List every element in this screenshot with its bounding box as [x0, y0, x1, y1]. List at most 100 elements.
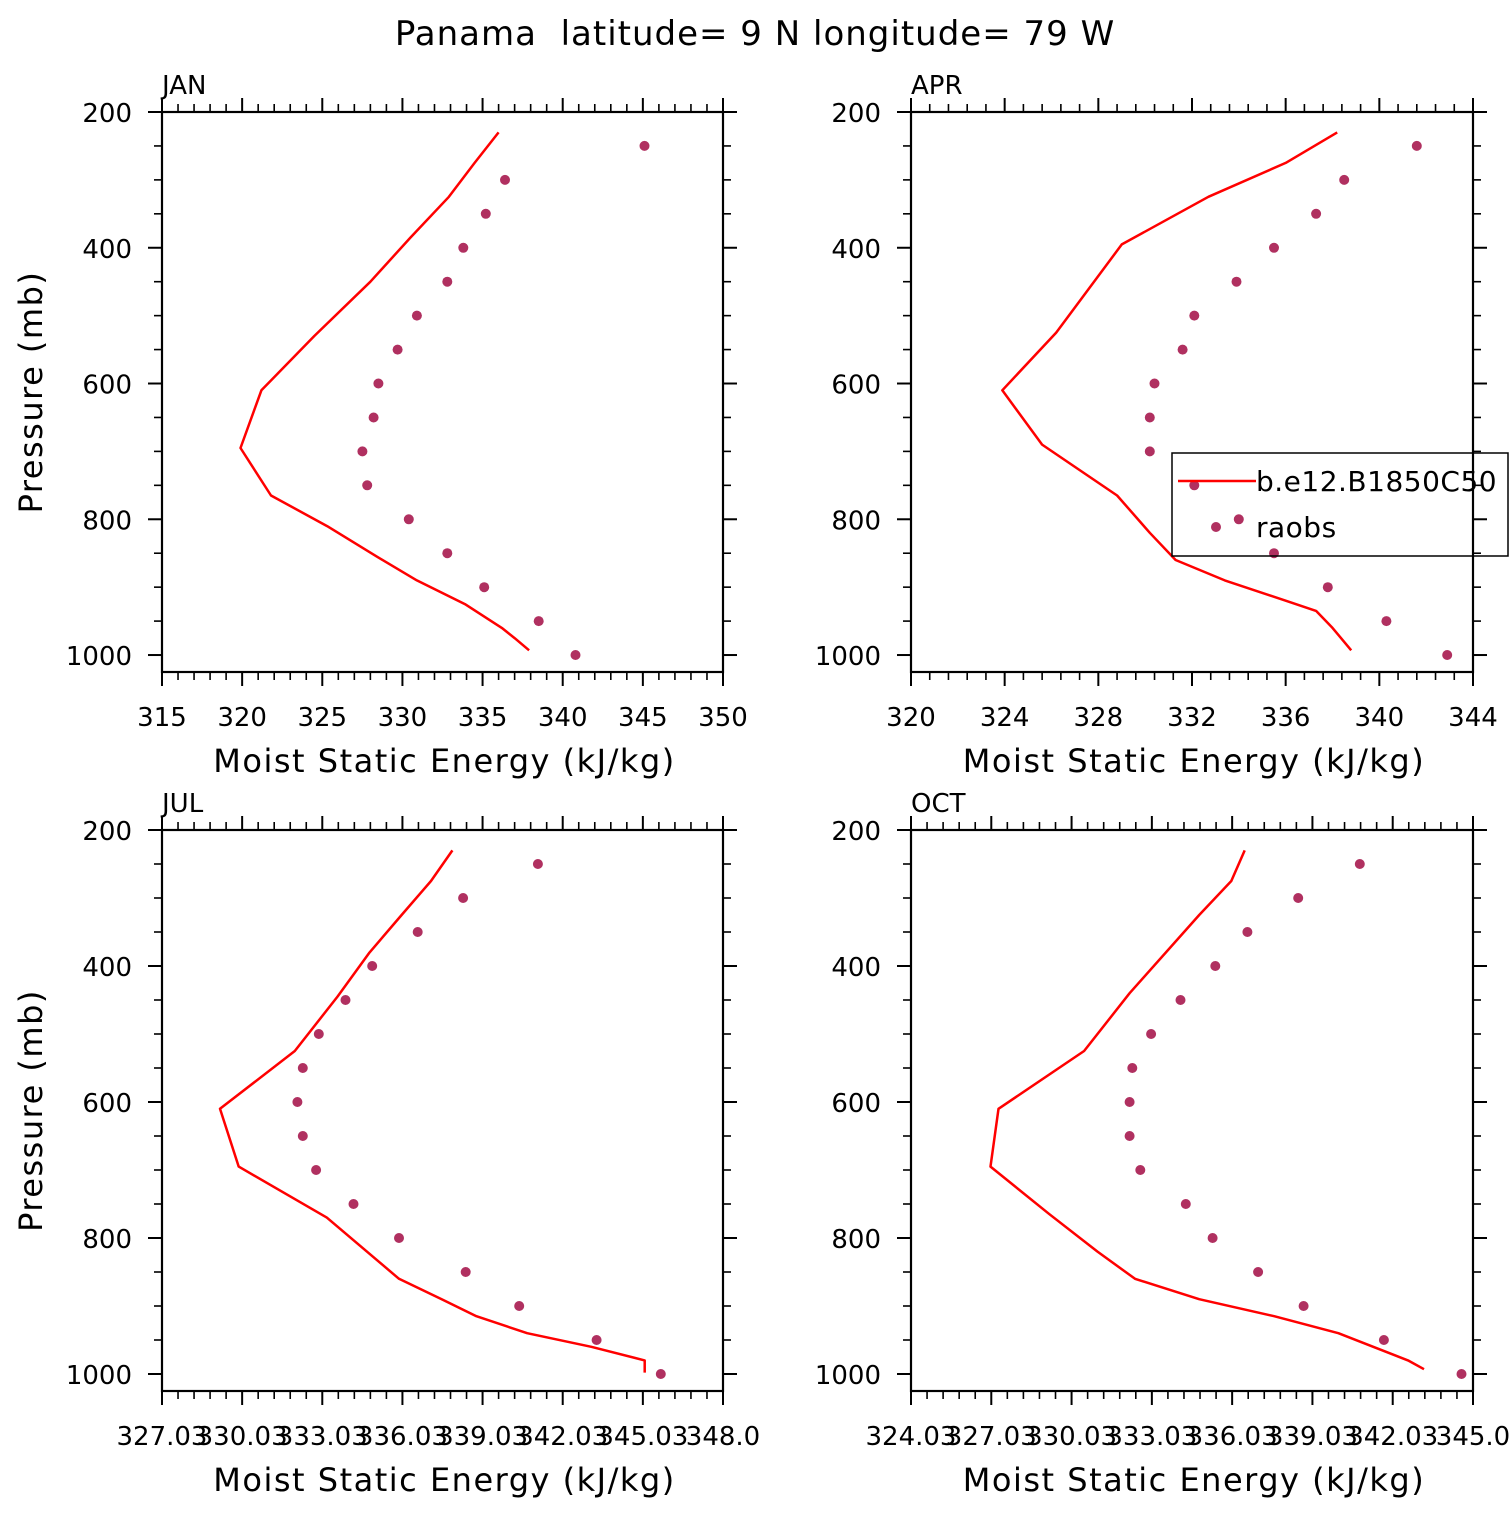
obs-point [1381, 616, 1392, 627]
obs-point [1442, 650, 1453, 660]
x-tick-label: 335 [458, 703, 508, 733]
obs-point [514, 1301, 525, 1311]
x-tick-label: 327.03 [117, 1422, 208, 1452]
x-axis-label: Moist Static Energy (kJ/kg) [963, 1461, 1425, 1499]
x-tick-label: 344 [1448, 703, 1498, 733]
obs-point [297, 1063, 308, 1073]
model-line [1001, 131, 1353, 652]
obs-point [1411, 140, 1422, 151]
y-tick-label: 800 [82, 1225, 132, 1255]
x-tick-label: 340 [1355, 703, 1405, 733]
panel-jul: 327.03330.03333.03336.03339.03342.03345.… [12, 789, 760, 1499]
plot-frame [160, 110, 725, 674]
obs-point [1127, 1063, 1138, 1073]
x-axis-label: Moist Static Energy (kJ/kg) [213, 742, 675, 780]
x-tick-label: 324.03 [866, 1422, 957, 1452]
x-axis-label: Moist Static Energy (kJ/kg) [213, 1461, 675, 1499]
x-tick-label: 327.03 [946, 1422, 1037, 1452]
obs-point [340, 995, 351, 1005]
x-tick-label: 345 [618, 703, 668, 733]
y-tick-label: 400 [831, 953, 881, 983]
obs-point [458, 893, 469, 903]
obs-point [403, 514, 414, 525]
obs-point [1233, 514, 1244, 525]
obs-point [1253, 1267, 1264, 1277]
model-line [239, 131, 530, 652]
obs-point [480, 208, 491, 219]
obs-point [1293, 893, 1304, 903]
x-tick-label: 320 [217, 703, 267, 733]
plot-frame [160, 828, 725, 1393]
y-tick-label: 1000 [815, 642, 881, 672]
x-tick-label: 339.03 [1267, 1422, 1358, 1452]
obs-point [1177, 344, 1188, 355]
x-tick-label: 330.03 [1026, 1422, 1117, 1452]
y-tick-label: 1000 [66, 1361, 132, 1391]
x-axis-label: Moist Static Energy (kJ/kg) [963, 742, 1425, 780]
y-tick-label: 200 [82, 817, 132, 847]
obs-point [1175, 995, 1186, 1005]
panel-title: APR [911, 71, 963, 101]
x-tick-label: 332 [1167, 703, 1217, 733]
model-line [218, 849, 646, 1373]
x-tick-label: 333.03 [1106, 1422, 1197, 1452]
legend-box [1171, 452, 1509, 557]
x-tick-label: 340 [538, 703, 588, 733]
plot-frame [909, 828, 1475, 1393]
obs-point [1311, 208, 1322, 219]
x-tick-label: 336.03 [357, 1422, 448, 1452]
obs-point [1298, 1301, 1309, 1311]
legend-obs-label: raobs [1256, 511, 1337, 544]
obs-point [394, 1233, 404, 1243]
x-tick-label: 350 [698, 703, 748, 733]
obs-point [357, 446, 368, 457]
y-tick-label: 200 [831, 99, 881, 129]
model-line [989, 849, 1425, 1371]
obs-point [1124, 1097, 1135, 1107]
obs-point [442, 548, 453, 559]
obs-point [1135, 1165, 1146, 1175]
y-axis-label: Pressure (mb) [12, 271, 50, 514]
y-tick-label: 1000 [815, 1361, 881, 1391]
x-tick-label: 342.03 [1347, 1422, 1438, 1452]
page-title: Panama latitude= 9 N longitude= 79 W [395, 14, 1115, 54]
y-tick-label: 800 [82, 506, 132, 536]
x-tick-label: 324 [980, 703, 1030, 733]
obs-point [367, 961, 378, 971]
obs-point [1189, 310, 1200, 321]
y-tick-label: 200 [82, 99, 132, 129]
y-tick-label: 600 [831, 1089, 881, 1119]
x-tick-label: 328 [1074, 703, 1124, 733]
obs-point [297, 1131, 308, 1141]
obs-point [442, 276, 453, 287]
obs-point [1456, 1369, 1467, 1379]
panel-title: JAN [160, 71, 206, 101]
obs-point [1322, 582, 1333, 593]
y-tick-label: 400 [82, 953, 132, 983]
obs-point [1144, 412, 1155, 423]
obs-point [1210, 961, 1221, 971]
x-tick-label: 325 [297, 703, 347, 733]
plot-frame [909, 110, 1475, 674]
obs-point [1180, 1199, 1191, 1209]
obs-point [1146, 1029, 1157, 1039]
x-tick-label: 315 [137, 703, 187, 733]
panel-oct: 324.03327.03330.03333.03336.03339.03342.… [815, 789, 1510, 1499]
obs-point [655, 1369, 666, 1379]
obs-point [362, 480, 373, 491]
obs-point [591, 1335, 602, 1345]
obs-point [532, 859, 543, 869]
x-tick-label: 345.03 [597, 1422, 688, 1452]
obs-point [392, 344, 403, 355]
x-tick-label: 330 [378, 703, 428, 733]
obs-point [533, 616, 544, 627]
obs-point [348, 1199, 359, 1209]
obs-point [458, 242, 469, 253]
obs-point [1124, 1131, 1135, 1141]
obs-point [1149, 378, 1160, 389]
obs-point [639, 140, 650, 151]
obs-point [479, 582, 490, 593]
legend-model-label: b.e12.B1850C50 [1256, 465, 1497, 498]
y-tick-label: 800 [831, 1225, 881, 1255]
obs-point [570, 650, 581, 660]
